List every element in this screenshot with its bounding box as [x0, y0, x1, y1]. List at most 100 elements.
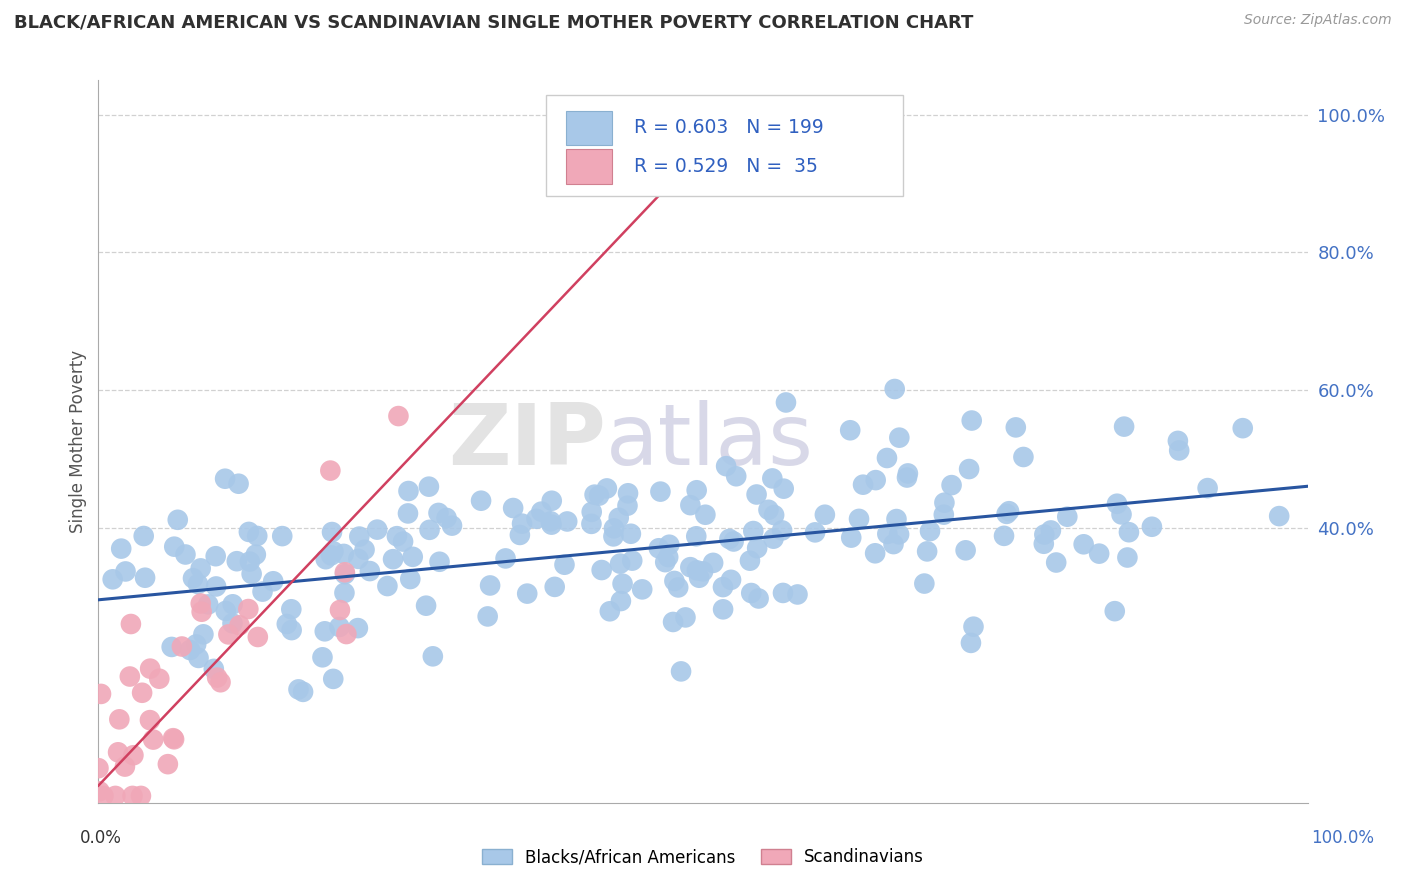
Point	[685, 529, 707, 543]
Point	[209, 675, 232, 690]
Point	[129, 789, 152, 803]
Point	[742, 524, 765, 538]
Point	[620, 526, 643, 541]
Point	[160, 640, 183, 654]
Point	[399, 572, 422, 586]
Point	[246, 529, 269, 543]
Point	[1140, 520, 1163, 534]
Point	[246, 630, 269, 644]
Point	[162, 731, 184, 746]
Point	[163, 732, 186, 747]
Point	[609, 557, 631, 571]
Point	[932, 508, 955, 522]
Point	[889, 431, 911, 445]
Point	[1004, 420, 1026, 434]
Point	[882, 537, 904, 551]
Point	[1167, 434, 1189, 448]
Point	[702, 556, 724, 570]
Point	[396, 507, 419, 521]
Point	[139, 713, 162, 727]
Point	[222, 597, 245, 611]
Point	[772, 482, 794, 496]
Point	[349, 530, 371, 544]
Point	[90, 687, 112, 701]
Point	[239, 555, 262, 569]
Point	[422, 649, 444, 664]
Point	[941, 478, 963, 492]
Point	[1012, 450, 1035, 464]
Point	[321, 524, 343, 539]
Point	[865, 473, 887, 487]
Text: R = 0.603   N = 199: R = 0.603 N = 199	[634, 119, 824, 137]
Point	[607, 511, 630, 525]
Point	[621, 554, 644, 568]
Point	[775, 395, 797, 409]
Point	[333, 566, 356, 580]
Point	[121, 789, 143, 803]
Point	[897, 467, 920, 481]
Point	[596, 482, 619, 496]
Point	[174, 548, 197, 562]
Point	[205, 671, 228, 685]
Text: 100.0%: 100.0%	[1312, 829, 1374, 847]
Point	[329, 603, 352, 617]
Point	[1032, 537, 1054, 551]
Point	[839, 423, 862, 437]
FancyBboxPatch shape	[567, 111, 613, 145]
Point	[134, 571, 156, 585]
Point	[163, 540, 186, 554]
Point	[725, 469, 748, 483]
Point	[654, 555, 676, 569]
Text: atlas: atlas	[606, 400, 814, 483]
Point	[610, 594, 633, 608]
Point	[761, 471, 783, 485]
Point	[526, 512, 548, 526]
Text: ZIP: ZIP	[449, 400, 606, 483]
Point	[711, 580, 734, 594]
Point	[228, 476, 250, 491]
Point	[603, 521, 626, 535]
Point	[419, 523, 441, 537]
Point	[156, 757, 179, 772]
Point	[495, 551, 517, 566]
Point	[960, 636, 983, 650]
Point	[711, 602, 734, 616]
Point	[429, 555, 451, 569]
Point	[170, 640, 193, 654]
Text: 0.0%: 0.0%	[80, 829, 122, 847]
Point	[720, 573, 742, 587]
Point	[748, 591, 770, 606]
Point	[886, 512, 908, 526]
Point	[669, 665, 692, 679]
Point	[1232, 421, 1254, 435]
Point	[502, 501, 524, 516]
Point	[204, 549, 226, 564]
Point	[718, 532, 741, 546]
Point	[591, 563, 613, 577]
Point	[804, 525, 827, 540]
Point	[353, 542, 375, 557]
Point	[679, 560, 702, 574]
Point	[540, 517, 562, 532]
Point	[221, 616, 243, 631]
Point	[510, 516, 533, 531]
Point	[738, 554, 761, 568]
Point	[1111, 508, 1133, 522]
Point	[205, 579, 228, 593]
Point	[740, 586, 762, 600]
Point	[723, 534, 745, 549]
Point	[530, 505, 553, 519]
Point	[335, 627, 357, 641]
Point	[998, 504, 1021, 518]
Point	[1268, 509, 1291, 524]
Point	[772, 586, 794, 600]
Point	[540, 514, 562, 528]
Point	[479, 578, 502, 592]
Point	[93, 789, 115, 803]
Point	[617, 486, 640, 500]
Point	[120, 617, 142, 632]
Point	[1197, 481, 1219, 495]
Point	[581, 516, 603, 531]
Point	[292, 685, 315, 699]
Point	[588, 489, 610, 503]
